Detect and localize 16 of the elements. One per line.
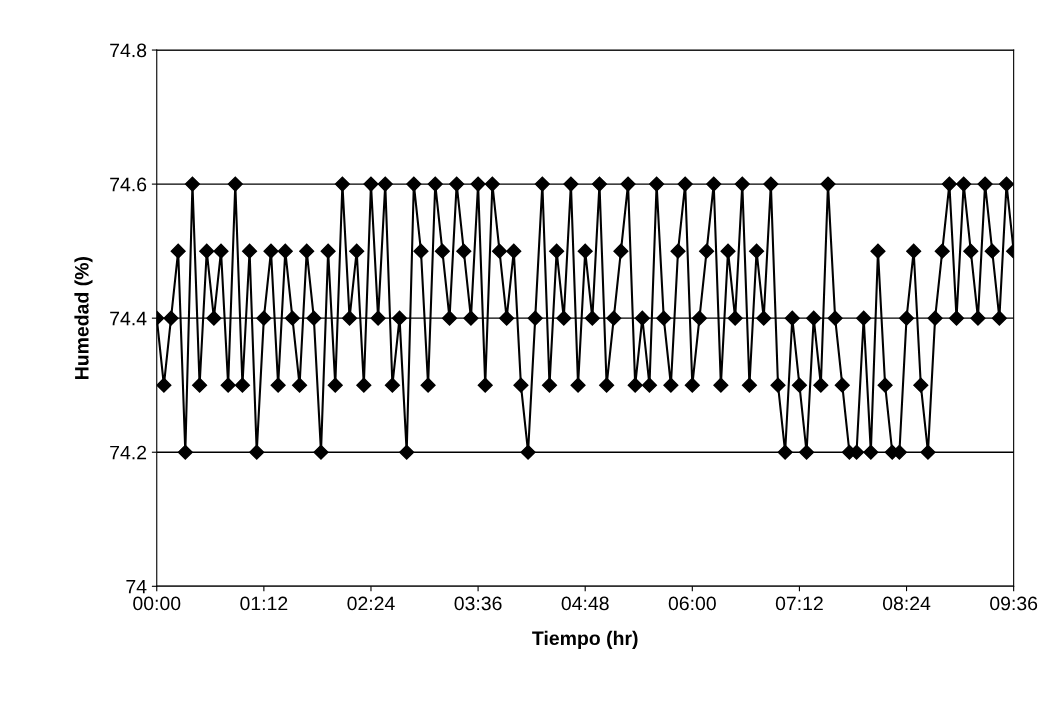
x-tick-label: 08:24 (882, 596, 931, 611)
x-tick-label: 09:36 (990, 596, 1038, 611)
y-tick-label: 74.4 (110, 311, 147, 326)
x-tick-label: 06:00 (668, 596, 716, 611)
x-tick-label: 00:00 (133, 596, 181, 611)
y-tick-label: 74.8 (110, 43, 147, 58)
x-tick-label: 04:48 (561, 596, 609, 611)
y-tick-label: 74.6 (110, 177, 147, 192)
x-tick-label: 03:36 (454, 596, 502, 611)
y-tick-label: 74 (126, 579, 147, 594)
y-axis-title: Humedad (%) (74, 257, 93, 379)
x-tick-label: 02:24 (347, 596, 395, 611)
x-tick-label: 01:12 (240, 596, 288, 611)
x-axis-title: Tiempo (hr) (532, 630, 638, 649)
y-tick-label: 74.2 (110, 445, 147, 460)
x-tick-label: 07:12 (775, 596, 823, 611)
